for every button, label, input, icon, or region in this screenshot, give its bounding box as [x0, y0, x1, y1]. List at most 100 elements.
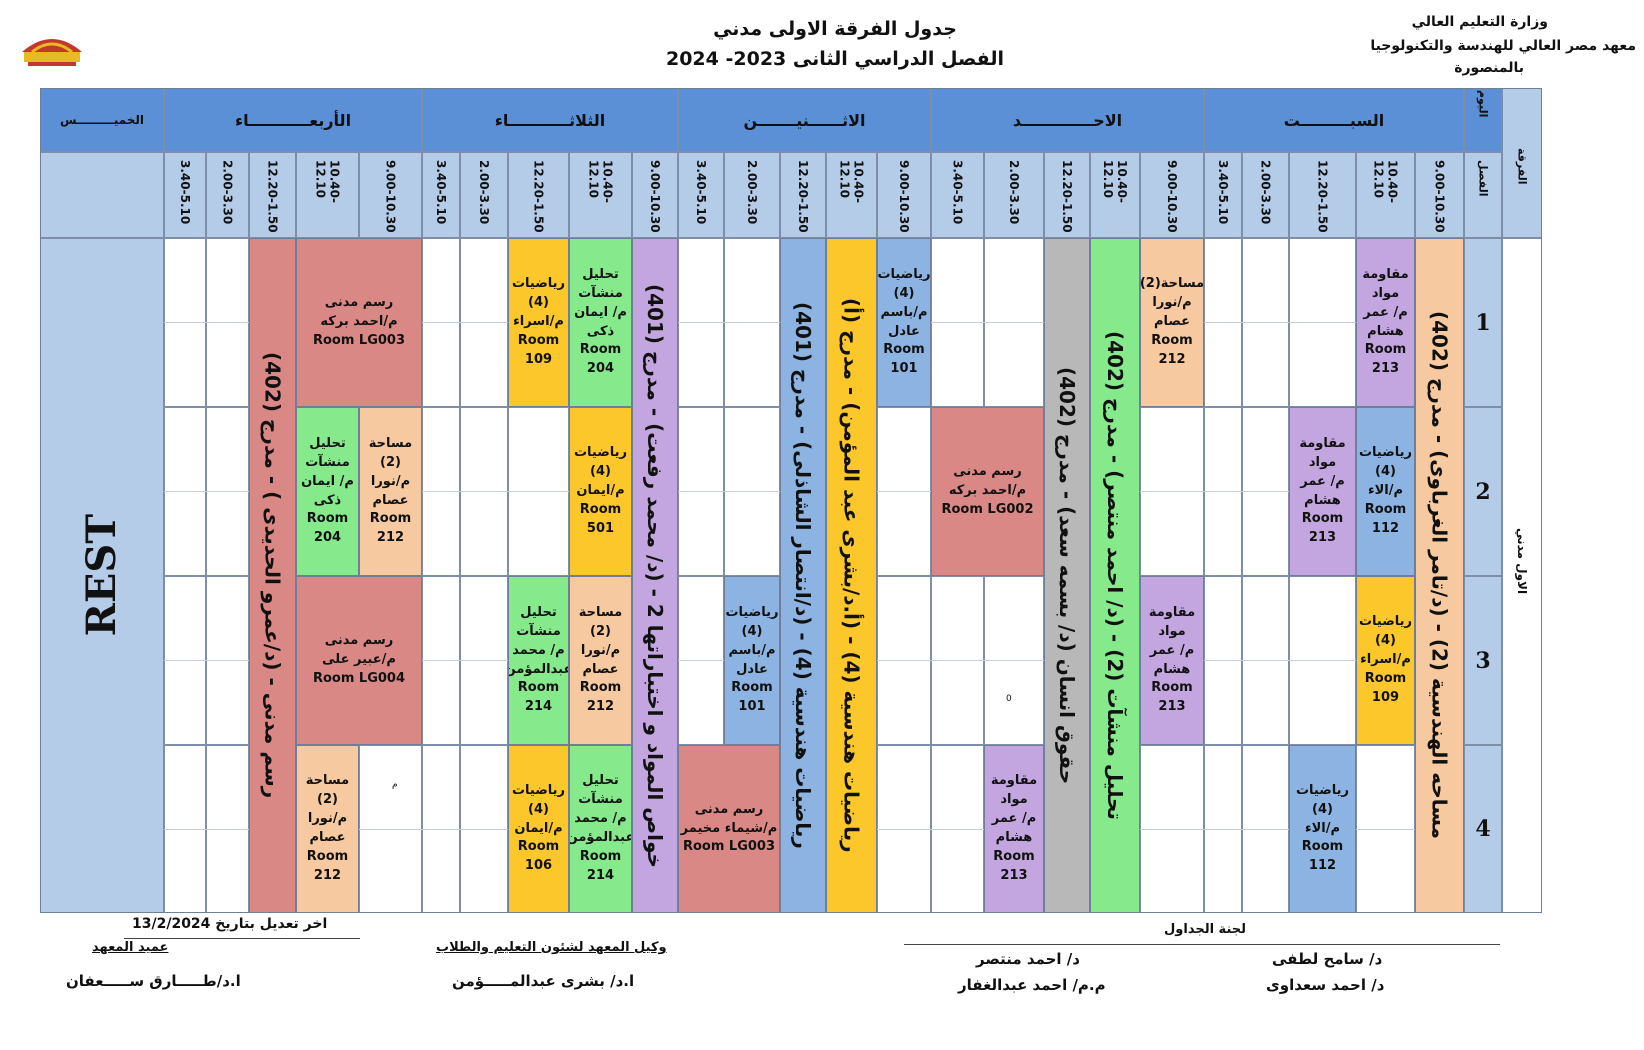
- class-block: تحليل منشآت م/ محمد عبدالمؤمن Room 214: [508, 576, 569, 745]
- class-block: مساحة(2) م/نورا عصام Room 212: [1140, 238, 1204, 407]
- class-block: رياضيات (4) م/باسم عادل Room 101: [724, 576, 780, 745]
- time-slot-text: 2.00-3.30: [745, 160, 759, 225]
- half-row-line: [877, 829, 931, 830]
- class-block: مساحة (2) م/نورا عصام Room 212: [359, 407, 422, 576]
- half-row-line: [1242, 829, 1289, 830]
- time-slot-label: 12.20-1.50: [249, 152, 296, 238]
- committee-member: م.م/ احمد عبدالغفار: [958, 976, 1106, 994]
- class-block-text: تحليل منشآت م/ محمد عبدالمؤمن Room 214: [569, 773, 632, 883]
- class-block-vertical-text: رياضيات هندسية (4) - (د/انتصار الشاذلى) …: [791, 302, 815, 849]
- committee-member: د/ سامح لطفى: [1272, 950, 1383, 968]
- class-block: رسم مدنى - (د/عمرو الحديدى ) - مدرج (402…: [249, 238, 296, 913]
- committee-title: لجنة الجداول: [1164, 922, 1246, 937]
- thursday-slot-header: [40, 152, 164, 238]
- section-number: 1: [1475, 309, 1491, 336]
- section-number: 3: [1475, 647, 1491, 674]
- group-corner-label: الفرقة: [1502, 148, 1542, 208]
- half-row-line: [984, 322, 1044, 323]
- class-block-text: مقاومة مواد م/ عمر هشام Room 213: [990, 773, 1038, 883]
- time-slot-text: 3.40-5.10: [1216, 160, 1230, 225]
- class-block: رياضيات (4) م/ايمان Room 501: [569, 407, 632, 576]
- vice-dean-name: ا.د/ بشرى عبدالمـــــؤمن: [452, 972, 635, 990]
- time-slot-text: 9.00-10.30: [897, 160, 911, 233]
- section-corner-text: الفصل: [1476, 160, 1490, 197]
- half-row-line: [508, 491, 569, 492]
- time-slot-label: 9.00-10.30: [632, 152, 678, 238]
- day-name: الثلاثـــــــــــاء: [494, 110, 606, 130]
- time-slot-label: 2.00-3.30: [724, 152, 780, 238]
- half-row-line: [1289, 660, 1356, 661]
- half-row-line: [1242, 491, 1289, 492]
- half-row-line: [931, 660, 984, 661]
- time-slot-label: 2.00-3.30: [460, 152, 508, 238]
- class-block-text: رياضيات (4) م/الاء Room 112: [1358, 445, 1413, 536]
- day-header: [1204, 88, 1464, 152]
- time-slot-label: 10.40-12.10: [1090, 152, 1140, 238]
- half-row-line: [460, 322, 508, 323]
- class-block: مقاومة مواد م/ عمر هشام Room 213: [984, 745, 1044, 913]
- time-slot-header: [984, 152, 1044, 238]
- level-label-text: الاول مدني: [1515, 528, 1529, 595]
- class-block: رياضيات (4) م/الاء Room 112: [1289, 745, 1356, 913]
- time-slot-text: 3.40-5.10: [694, 160, 708, 225]
- committee-member: د/ احمد سعداوى: [1266, 976, 1385, 994]
- class-block: مقاومة مواد م/ عمر هشام Room 213: [1289, 407, 1356, 576]
- class-block: مساحة (2) م/نورا عصام Room 212: [296, 745, 359, 913]
- half-row-line: [678, 491, 724, 492]
- time-slot-header: [164, 152, 206, 238]
- half-row-line: [984, 660, 1044, 661]
- time-slot-text: 2.00-3.30: [477, 160, 491, 225]
- time-slot-label: 12.20-1.50: [780, 152, 826, 238]
- class-block-text: رسم مدنى م/احمد بركه Room LG003: [312, 295, 406, 348]
- time-slot-header: [1090, 152, 1140, 238]
- time-slot-header: [724, 152, 780, 238]
- half-row-line: [1289, 322, 1356, 323]
- half-row-line: [1140, 491, 1204, 492]
- half-row-line: [460, 829, 508, 830]
- vice-dean-title: وكيل المعهد لشئون التعليم والطلاب: [436, 940, 667, 955]
- class-block-text: مساحة (2) م/نورا عصام Room 212: [578, 604, 623, 715]
- committee-divider: [904, 944, 1500, 945]
- thursday-header: [40, 88, 164, 152]
- section-number: 4: [1475, 816, 1491, 842]
- time-slot-label: 9.00-10.30: [877, 152, 931, 238]
- time-slot-text: 12.20-1.50: [1060, 160, 1074, 233]
- time-slot-label: 2.00-3.30: [984, 152, 1044, 238]
- half-row-line: [1356, 829, 1415, 830]
- section-row-cell: [1464, 576, 1502, 745]
- time-slot-header: [422, 152, 460, 238]
- half-row-line: [460, 491, 508, 492]
- time-slot-header: [931, 152, 984, 238]
- class-block: تحليل منشآت م/ ايمان ذكى Room 204: [296, 407, 359, 576]
- time-slot-header: [826, 152, 877, 238]
- half-row-line: [206, 491, 249, 492]
- time-slot-header: [359, 152, 422, 238]
- half-row-line: [164, 829, 206, 830]
- time-slot-text: 3.40-5.10: [178, 160, 192, 225]
- class-block: مقاومة مواد م/ عمر هشام Room 213: [1356, 238, 1415, 407]
- class-block-text: رسم مدنى م/عبير على Room LG004: [312, 633, 406, 686]
- time-slot-header: [678, 152, 724, 238]
- time-slot-label: 12.20-1.50: [1044, 152, 1090, 238]
- half-row-line: [164, 491, 206, 492]
- time-slot-header: [1289, 152, 1356, 238]
- class-block-vertical-text: حقوق انسان (د/ بسمه سعد) - مدرج (402): [1055, 366, 1079, 785]
- time-slot-header: [1140, 152, 1204, 238]
- time-slot-text: 9.00-10.30: [383, 160, 398, 233]
- time-slot-label: 3.40-5.10: [931, 152, 984, 238]
- class-block-text: مقاومة مواد م/ عمر هشام Room 213: [1299, 435, 1346, 546]
- time-slot-label: 9.00-10.30: [1415, 152, 1464, 238]
- time-slot-text: 2.00-3.30: [1258, 160, 1273, 225]
- half-row-line: [931, 829, 984, 830]
- half-row-line: [678, 322, 724, 323]
- section-header-cell: [1464, 152, 1502, 238]
- half-row-line: [422, 660, 460, 661]
- class-block-text: مقاومة مواد م/ عمر هشام Room 213: [1362, 266, 1409, 377]
- half-row-line: [422, 491, 460, 492]
- time-slot-header: [1415, 152, 1464, 238]
- class-block: حقوق انسان (د/ بسمه سعد) - مدرج (402): [1044, 238, 1090, 913]
- time-slot-text: 9.00-10.30: [1165, 160, 1179, 233]
- section-row-cell: [1464, 407, 1502, 576]
- time-slot-header: [569, 152, 632, 238]
